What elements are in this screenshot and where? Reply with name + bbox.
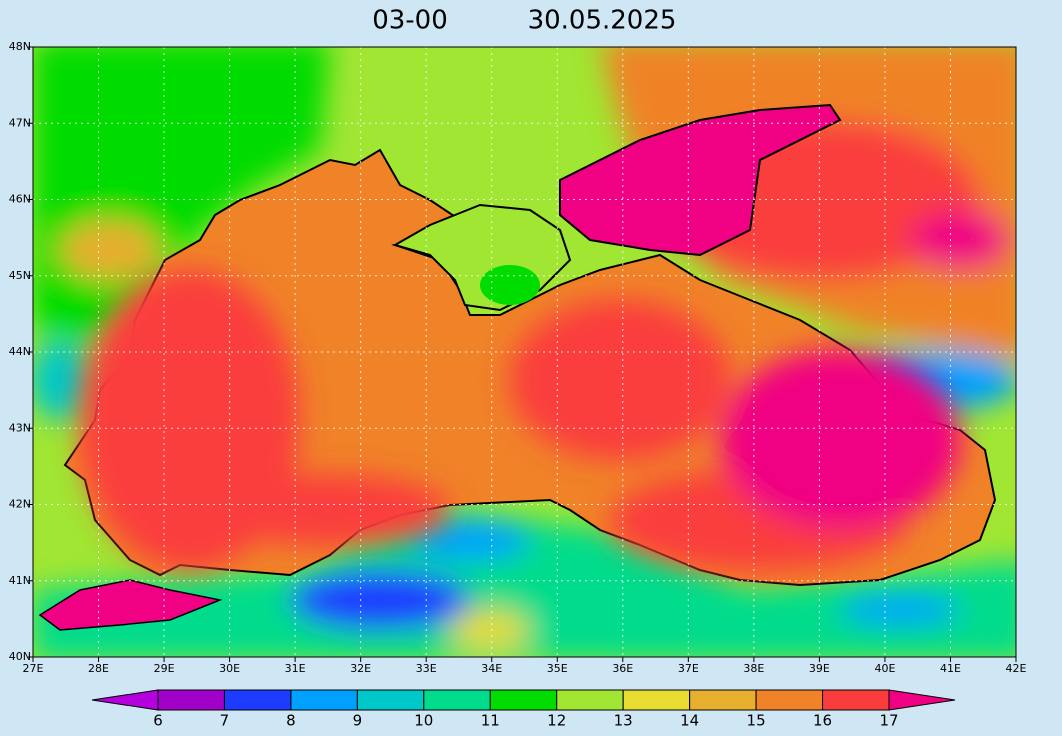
y-tick-label: 45N: [9, 269, 31, 282]
sea-fields: [80, 270, 960, 570]
y-tick-label: 48N: [9, 40, 31, 53]
y-tick-label: 40N: [9, 650, 31, 663]
land-fields: [33, 47, 1016, 657]
colorbar-label: 15: [747, 712, 766, 730]
crimea-field: [480, 265, 540, 305]
colorbar-label: 14: [680, 712, 699, 730]
colorbar-segment: [223, 689, 292, 711]
colorbar-segment: [423, 689, 491, 711]
x-tick-label: 30E: [219, 662, 240, 675]
colorbar-label: 12: [547, 712, 566, 730]
x-tick-label: 39E: [809, 662, 830, 675]
y-tick-label: 46N: [9, 193, 31, 206]
x-tick-label: 38E: [743, 662, 764, 675]
x-tick-label: 36E: [612, 662, 633, 675]
colorbar-segment: [755, 689, 824, 711]
colorbar-segment: [689, 689, 757, 711]
y-tick-label: 43N: [9, 421, 31, 434]
title-date: 30.05.2025: [528, 6, 677, 36]
y-tick-label: 41N: [9, 574, 31, 587]
colorbar-label: 17: [879, 712, 898, 730]
colorbar-label: 13: [614, 712, 633, 730]
x-tick-label: 33E: [416, 662, 437, 675]
colorbar-label: 16: [813, 712, 832, 730]
axes: 27E 28E 29E 30E 31E 32E 33E 34E 35E 36E 37E 38E 39E 4…: [9, 40, 1027, 675]
x-tick-label: 42E: [1006, 662, 1027, 675]
colorbar-label: 6: [153, 712, 163, 730]
colorbar-label: 9: [353, 712, 363, 730]
x-tick-label: 34E: [481, 662, 502, 675]
map-field: [33, 47, 1016, 657]
colorbar-high: [888, 689, 956, 711]
colorbar-label: 8: [286, 712, 296, 730]
x-tick-label: 32E: [350, 662, 371, 675]
sea-of-marmara: [38, 579, 223, 631]
x-tick-label: 35E: [547, 662, 568, 675]
x-tick-label: 27E: [23, 662, 44, 675]
x-tick-label: 41E: [940, 662, 961, 675]
x-tick-label: 28E: [88, 662, 109, 675]
colorbar-low: [91, 689, 159, 711]
colorbar-label: 11: [481, 712, 500, 730]
colorbar: 6 7 8 9 10 11 12 13 14 15 16 17: [91, 689, 956, 730]
colorbar-segment: [356, 689, 425, 711]
sea-of-azov: [559, 103, 842, 257]
y-tick-label: 42N: [9, 498, 31, 511]
x-tick-label: 37E: [678, 662, 699, 675]
colorbar-segment: [822, 689, 890, 711]
x-tick-label: 40E: [874, 662, 895, 675]
colorbar-segment: [290, 689, 358, 711]
x-tick-label: 29E: [154, 662, 175, 675]
x-tick-label: 31E: [285, 662, 306, 675]
colorbar-segment: [622, 689, 691, 711]
title-time: 03-00: [372, 6, 448, 36]
colorbar-segment: [556, 689, 624, 711]
colorbar-segment: [157, 689, 225, 711]
colorbar-segment: [489, 689, 558, 711]
y-tick-label: 47N: [9, 116, 31, 129]
colorbar-label: 10: [414, 712, 433, 730]
colorbar-label: 7: [220, 712, 230, 730]
y-tick-label: 44N: [9, 345, 31, 358]
grid: [33, 47, 1016, 657]
